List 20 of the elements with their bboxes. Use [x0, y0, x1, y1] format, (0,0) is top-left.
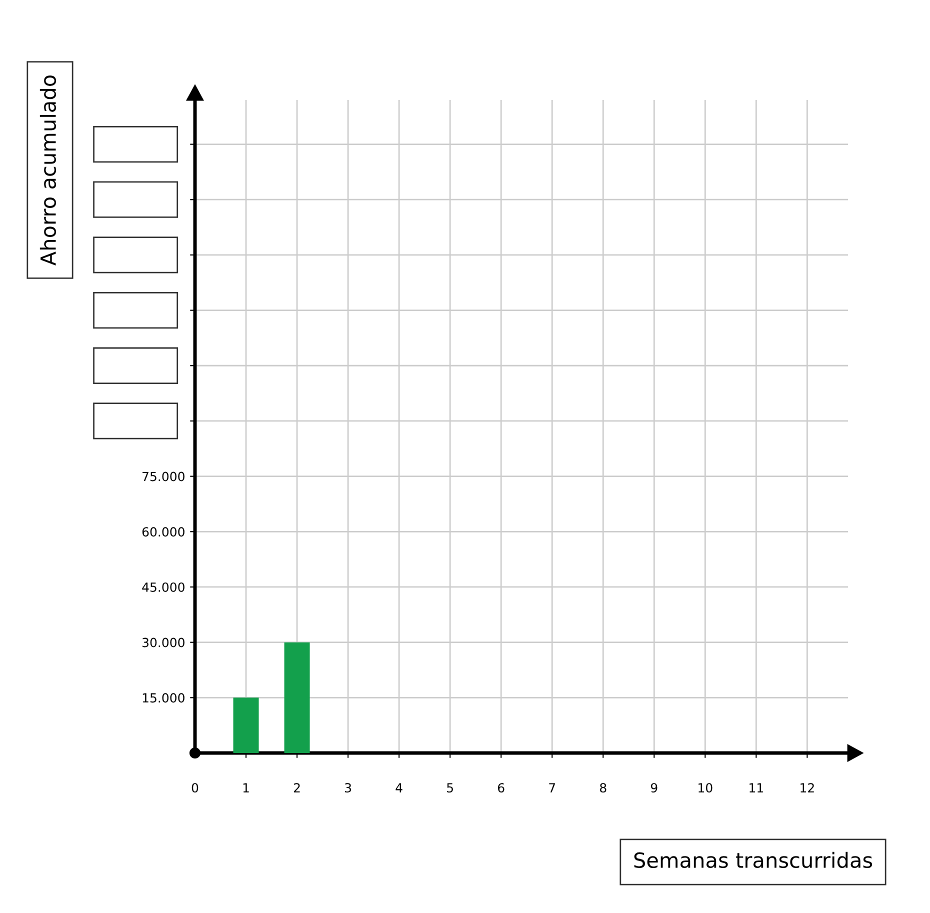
- y-tick-label: 30.000: [142, 638, 184, 648]
- x-tick-label: 2: [294, 783, 300, 792]
- y-tick-label: 15.000: [142, 693, 184, 703]
- x-tick-label: 9: [650, 783, 658, 793]
- x-tick-label: 7: [549, 783, 556, 792]
- x-tick-label: 11: [750, 783, 763, 792]
- x-tick-label: 8: [600, 783, 606, 793]
- x-tick-label: 10: [698, 783, 712, 793]
- x-axis-title: Semanas transcurridas: [634, 852, 872, 868]
- x-tick-label: 6: [498, 783, 504, 793]
- x-tick-label: 5: [447, 783, 453, 793]
- x-tick-label: 1: [243, 783, 249, 792]
- x-tick-label: 3: [345, 783, 352, 793]
- y-tick-label: 60.000: [142, 527, 184, 537]
- x-tick-label: 12: [800, 783, 814, 792]
- x-tick-label: 4: [396, 783, 402, 792]
- x-tick-label: 0: [192, 783, 198, 793]
- y-tick-label: 75.000: [142, 472, 184, 482]
- y-tick-label: 45.000: [142, 582, 184, 592]
- y-axis-title: Ahorro acumulado: [40, 75, 56, 266]
